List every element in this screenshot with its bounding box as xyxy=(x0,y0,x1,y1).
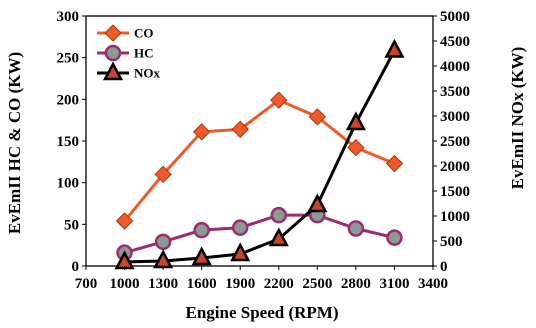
x-tick-label: 3400 xyxy=(418,276,448,292)
y-right-tick-label: 4000 xyxy=(440,59,470,75)
legend-label-hc: HC xyxy=(134,46,154,61)
y-left-tick-label: 100 xyxy=(57,176,80,192)
co-data-point xyxy=(115,212,134,230)
x-tick-label: 700 xyxy=(75,276,98,292)
y-right-tick-label: 1000 xyxy=(440,209,470,225)
x-tick-label: 1600 xyxy=(187,276,217,292)
x-tick-label: 2800 xyxy=(341,276,371,292)
nox-data-point xyxy=(307,193,328,213)
series-layer xyxy=(114,38,405,270)
y-right-tick-label: 2500 xyxy=(440,134,470,150)
nox-data-point xyxy=(191,246,212,266)
legend: CO HC NOx xyxy=(97,24,161,81)
hc-data-point xyxy=(347,220,365,237)
nox-series-line xyxy=(124,49,396,264)
legend-label-co: CO xyxy=(134,26,154,41)
x-tick-label: 1000 xyxy=(110,276,140,292)
co-data-point xyxy=(385,154,404,173)
y-left-tick-label: 300 xyxy=(57,9,80,25)
y-left-tick-label: 50 xyxy=(64,217,79,233)
legend-marker-co xyxy=(104,24,122,42)
y-axis-left-title: EvEmII HC & CO (KW) xyxy=(5,52,24,234)
co-data-point xyxy=(231,120,249,139)
hc-data-point xyxy=(386,229,403,246)
y-left-tick-label: 250 xyxy=(57,51,80,67)
nox-data-point xyxy=(230,242,251,262)
y-right-tick-label: 1500 xyxy=(440,184,470,200)
y-left-tick-label: 200 xyxy=(57,92,80,108)
tick-layer: 700 1000 1300 1600 1900 2200 2500 2800 3100 34000… xyxy=(57,9,471,292)
x-tick-label: 3100 xyxy=(379,276,409,292)
legend-label-nox: NOx xyxy=(134,66,161,81)
nox-data-point xyxy=(268,227,289,247)
co-data-point xyxy=(270,91,288,109)
y-right-tick-label: 500 xyxy=(440,234,463,250)
x-tick-label: 1300 xyxy=(148,276,178,292)
y-left-tick-label: 0 xyxy=(72,259,80,275)
x-axis-title: Engine Speed (RPM) xyxy=(186,303,339,322)
hc-data-point xyxy=(231,219,249,236)
legend-marker-hc xyxy=(104,44,122,62)
co-data-point xyxy=(154,165,172,184)
co-series-line xyxy=(123,98,396,222)
y-right-tick-label: 4500 xyxy=(440,34,470,50)
y-left-tick-label: 150 xyxy=(57,134,80,150)
nox-data-point xyxy=(384,38,405,58)
hc-data-point xyxy=(154,233,172,251)
hc-data-point xyxy=(193,221,210,239)
co-data-point xyxy=(308,108,327,126)
x-tick-label: 2500 xyxy=(302,276,332,292)
y-right-tick-label: 3000 xyxy=(440,109,470,125)
x-tick-label: 1900 xyxy=(225,276,255,292)
y-right-tick-label: 0 xyxy=(440,259,448,275)
y-right-tick-label: 3500 xyxy=(440,84,470,100)
co-data-point xyxy=(347,138,365,157)
y-right-tick-label: 5000 xyxy=(440,9,470,25)
legend-marker-nox xyxy=(102,61,124,81)
y-axis-right-title: EvEmII NOx (KW) xyxy=(508,47,527,190)
x-tick-label: 2200 xyxy=(264,276,294,292)
y-right-tick-label: 2000 xyxy=(440,159,470,175)
hc-data-point xyxy=(270,206,288,224)
co-data-point xyxy=(192,123,211,141)
nox-data-point xyxy=(345,111,366,131)
